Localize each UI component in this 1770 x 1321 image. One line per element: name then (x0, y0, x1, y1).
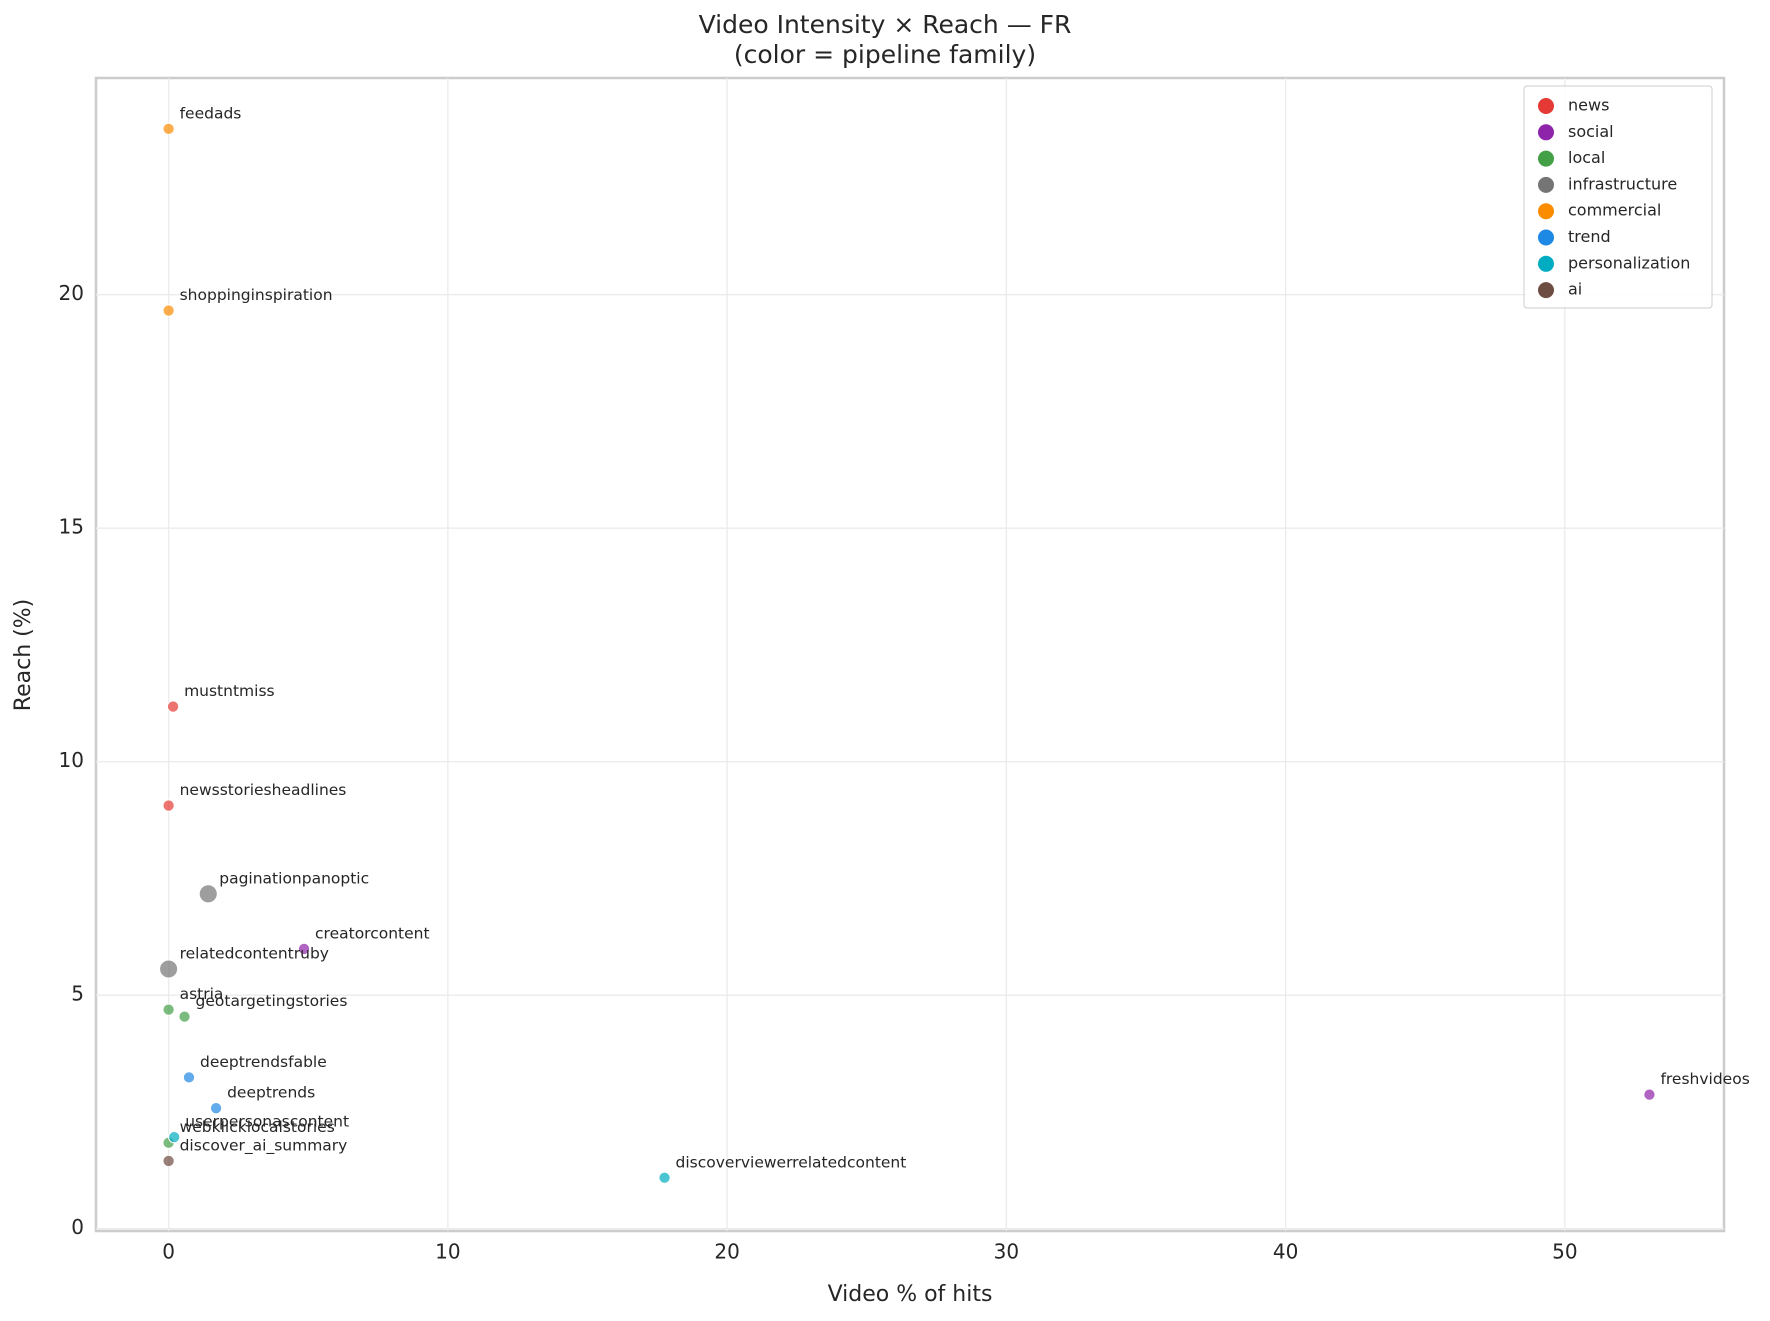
y-tick-label: 10 (59, 748, 84, 772)
point (162, 1003, 175, 1016)
legend-label: infrastructure (1568, 174, 1677, 193)
legend-marker (1538, 282, 1554, 299)
legend-label: news (1568, 96, 1609, 115)
point-label: freshvideos (1660, 1070, 1749, 1088)
x-tick-label: 20 (714, 1240, 739, 1264)
point-label: userpersonascontent (185, 1113, 349, 1131)
y-tick-label: 20 (59, 281, 84, 305)
legend-marker (1538, 229, 1554, 246)
point (166, 700, 180, 713)
y-axis-label: Reach (%) (11, 599, 36, 711)
point (162, 1154, 175, 1168)
y-tick-label: 5 (71, 982, 84, 1006)
point-label: deeptrends (227, 1084, 315, 1102)
legend-label: local (1568, 148, 1605, 167)
point-label: webklicklocalstories (180, 1118, 335, 1136)
point-label: relatedcontentruby (180, 945, 329, 963)
point (168, 1130, 181, 1144)
legend-label: trend (1568, 227, 1611, 246)
y-tick-label: 15 (59, 515, 84, 539)
point (182, 1071, 196, 1084)
point-label: newsstoriesheadlines (180, 781, 347, 799)
point (162, 799, 175, 812)
point (178, 1010, 191, 1023)
point-label: mustntmiss (184, 682, 275, 700)
legend-label: commercial (1568, 201, 1661, 220)
x-tick-label: 30 (994, 1240, 1019, 1264)
point (162, 304, 175, 317)
point-label: feedads (180, 104, 242, 122)
x-tick-label: 0 (162, 1240, 175, 1264)
point (1643, 1088, 1656, 1101)
legend-marker (1538, 203, 1554, 220)
point-label: paginationpanoptic (219, 869, 369, 887)
point-label: creatorcontent (315, 924, 430, 942)
point (297, 942, 311, 956)
x-tick-label: 40 (1273, 1240, 1298, 1264)
legend-marker (1538, 98, 1554, 114)
point-label: shoppinginspiration (180, 286, 333, 304)
legend-box (1523, 85, 1713, 309)
point (209, 1102, 223, 1115)
legend-marker (1538, 255, 1554, 272)
chart-title: Video Intensity × Reach — FR (699, 10, 1072, 39)
point (198, 884, 218, 904)
point-label: geotargetingstories (196, 992, 348, 1010)
y-tick-label: 0 (71, 1215, 84, 1239)
x-axis-label: Video % of hits (828, 1282, 993, 1307)
point-label: deeptrendsfable (200, 1053, 327, 1071)
chart-subtitle: (color = pipeline family) (734, 40, 1036, 69)
point (159, 959, 179, 979)
point-label: discover_ai_summary (180, 1136, 348, 1155)
legend-label: personalization (1568, 253, 1690, 272)
point (658, 1171, 671, 1184)
legend-marker (1538, 150, 1554, 167)
x-tick-label: 50 (1552, 1240, 1577, 1264)
legend-label: social (1568, 122, 1614, 141)
legend-marker (1538, 176, 1554, 193)
legend-label: ai (1568, 280, 1582, 299)
point (162, 122, 175, 136)
plot-area (94, 76, 1726, 1233)
point-label: discoverviewerrelatedcontent (676, 1153, 907, 1171)
legend-marker (1538, 124, 1554, 141)
point-label: astria (180, 985, 224, 1003)
x-tick-label: 10 (435, 1240, 460, 1264)
